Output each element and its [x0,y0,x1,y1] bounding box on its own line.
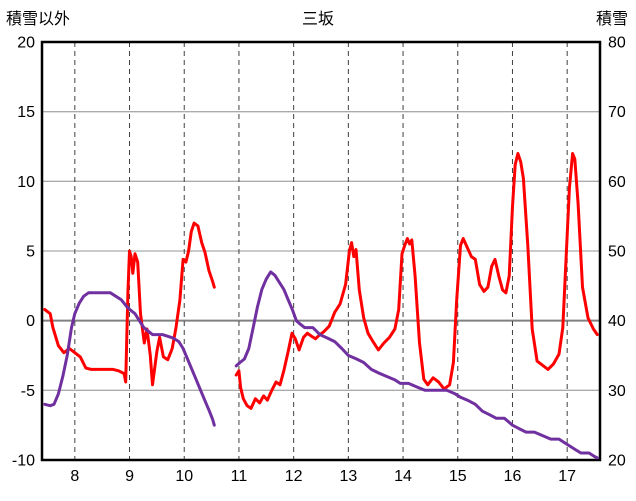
svg-text:9: 9 [125,468,134,485]
svg-text:14: 14 [394,468,412,485]
svg-text:30: 30 [608,383,626,400]
svg-text:16: 16 [504,468,522,485]
svg-text:50: 50 [608,244,626,261]
plot-border [40,40,602,462]
gridlines [42,42,600,460]
svg-text:-5: -5 [21,383,35,400]
svg-text:20: 20 [17,35,35,52]
svg-text:0: 0 [26,313,35,330]
svg-text:40: 40 [608,313,626,330]
svg-text:80: 80 [608,35,626,52]
svg-text:15: 15 [17,104,35,121]
svg-text:15: 15 [449,468,467,485]
svg-text:60: 60 [608,174,626,191]
series-right [43,270,599,460]
svg-text:10: 10 [175,468,193,485]
svg-text:10: 10 [17,174,35,191]
svg-text:70: 70 [608,104,626,121]
svg-text:17: 17 [558,468,576,485]
left-axis-title: 積雪以外 [6,11,71,28]
svg-text:20: 20 [608,453,626,470]
svg-text:12: 12 [285,468,303,485]
svg-text:-10: -10 [12,453,35,470]
svg-text:11: 11 [231,468,248,485]
svg-text:5: 5 [26,244,35,261]
svg-text:13: 13 [339,468,357,485]
svg-text:8: 8 [70,468,79,485]
series-left [43,152,599,410]
right-axis-title: 積雪 [595,11,628,28]
chart-title: 三坂 [301,11,334,28]
